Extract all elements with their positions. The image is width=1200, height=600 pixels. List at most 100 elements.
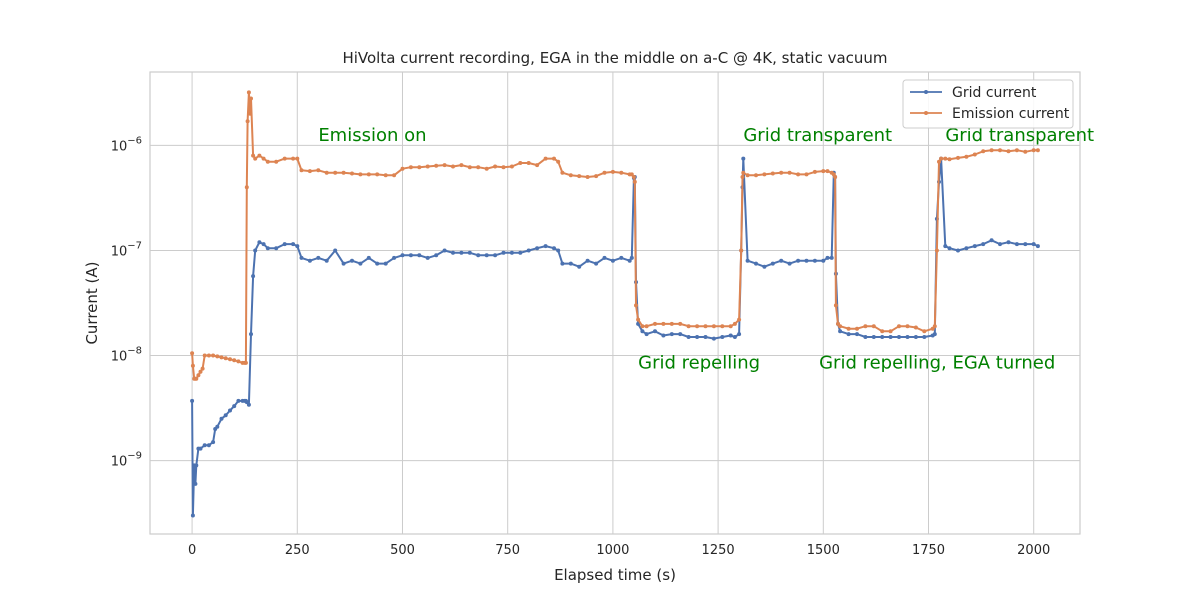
data-point-emission-current bbox=[741, 170, 746, 175]
data-point-emission-current bbox=[246, 90, 251, 95]
data-point-grid-current bbox=[568, 261, 573, 266]
data-point-grid-current bbox=[787, 261, 792, 266]
data-point-emission-current bbox=[922, 329, 927, 334]
data-point-grid-current bbox=[476, 253, 481, 258]
data-point-emission-current bbox=[737, 317, 742, 322]
data-point-emission-current bbox=[745, 173, 750, 178]
x-tick-label: 1250 bbox=[702, 543, 735, 558]
data-point-emission-current bbox=[937, 159, 941, 164]
data-point-emission-current bbox=[678, 321, 683, 326]
data-point-emission-current bbox=[932, 324, 937, 329]
data-point-emission-current bbox=[796, 172, 801, 177]
data-point-emission-current bbox=[998, 148, 1002, 153]
data-point-emission-current bbox=[913, 325, 918, 330]
data-point-emission-current bbox=[947, 157, 952, 162]
data-point-emission-current bbox=[383, 173, 388, 178]
data-point-grid-current bbox=[333, 248, 338, 253]
data-point-grid-current bbox=[459, 250, 464, 255]
data-point-grid-current bbox=[190, 398, 195, 403]
legend: Grid current Emission current bbox=[902, 79, 1074, 129]
data-point-emission-current bbox=[408, 165, 413, 170]
y-tick-label: 10−8 bbox=[111, 346, 142, 365]
data-point-grid-current bbox=[972, 244, 977, 249]
data-point-emission-current bbox=[552, 156, 556, 161]
data-point-emission-current bbox=[989, 148, 994, 153]
data-point-grid-current bbox=[695, 335, 700, 339]
data-point-emission-current bbox=[594, 174, 599, 179]
data-point-grid-current bbox=[737, 332, 742, 337]
data-point-emission-current bbox=[838, 324, 843, 329]
data-point-grid-current bbox=[261, 242, 266, 247]
series-layer bbox=[190, 90, 1040, 518]
data-point-emission-current bbox=[855, 326, 859, 331]
data-point-grid-current bbox=[943, 244, 948, 249]
x-tick-label: 1750 bbox=[912, 543, 945, 558]
data-point-grid-current bbox=[981, 242, 986, 247]
legend-marker-grid-current bbox=[924, 90, 928, 94]
data-point-emission-current bbox=[244, 185, 249, 190]
data-point-emission-current bbox=[223, 356, 228, 361]
data-point-emission-current bbox=[200, 366, 205, 371]
data-point-emission-current bbox=[274, 159, 279, 164]
data-point-emission-current bbox=[190, 363, 195, 368]
data-point-emission-current bbox=[194, 376, 199, 381]
data-point-grid-current bbox=[1014, 242, 1019, 247]
data-point-grid-current bbox=[779, 258, 784, 263]
data-point-emission-current bbox=[905, 324, 910, 329]
data-point-grid-current bbox=[324, 258, 329, 263]
data-point-grid-current bbox=[913, 335, 918, 339]
data-point-emission-current bbox=[375, 172, 380, 177]
data-point-grid-current bbox=[728, 333, 733, 338]
data-point-grid-current bbox=[211, 440, 216, 445]
data-point-emission-current bbox=[257, 153, 262, 158]
annotation-label: Grid repelling bbox=[638, 353, 760, 374]
data-point-grid-current bbox=[274, 246, 279, 251]
data-point-grid-current bbox=[198, 446, 203, 451]
data-point-emission-current bbox=[1035, 148, 1040, 153]
data-point-emission-current bbox=[762, 172, 767, 177]
data-point-grid-current bbox=[1006, 240, 1011, 245]
data-point-emission-current bbox=[602, 170, 607, 175]
data-point-emission-current bbox=[1031, 148, 1036, 153]
data-point-grid-current bbox=[653, 329, 657, 334]
data-point-emission-current bbox=[425, 164, 430, 169]
data-point-grid-current bbox=[796, 258, 801, 263]
data-point-grid-current bbox=[194, 463, 199, 468]
data-point-grid-current bbox=[383, 261, 388, 266]
data-point-grid-current bbox=[863, 335, 868, 339]
data-point-grid-current bbox=[223, 413, 228, 418]
data-point-emission-current bbox=[190, 351, 195, 356]
plot-background bbox=[150, 72, 1080, 534]
data-point-emission-current bbox=[358, 172, 363, 177]
x-axis-ticks: 0 250 500 750 1000 1250 1500 1750 2000 bbox=[188, 543, 1050, 558]
data-point-grid-current bbox=[577, 264, 582, 269]
legend-box bbox=[902, 79, 1074, 129]
data-point-grid-current bbox=[720, 335, 725, 339]
data-point-emission-current bbox=[307, 169, 312, 174]
data-point-emission-current bbox=[787, 170, 792, 175]
data-point-grid-current bbox=[762, 264, 767, 269]
x-tick-label: 2000 bbox=[1017, 543, 1050, 558]
data-point-grid-current bbox=[629, 255, 634, 260]
data-point-grid-current bbox=[417, 253, 422, 258]
data-point-grid-current bbox=[375, 261, 380, 266]
data-point-emission-current bbox=[434, 163, 439, 168]
data-point-emission-current bbox=[316, 168, 321, 173]
data-point-grid-current bbox=[880, 335, 885, 339]
data-point-grid-current bbox=[366, 255, 371, 260]
data-point-emission-current bbox=[740, 175, 745, 179]
data-point-grid-current bbox=[947, 246, 952, 251]
data-point-grid-current bbox=[888, 335, 893, 339]
legend-label-emission-current: Emission current bbox=[952, 106, 1070, 122]
data-point-grid-current bbox=[821, 258, 826, 263]
data-point-grid-current bbox=[745, 258, 750, 263]
data-point-emission-current bbox=[653, 321, 657, 326]
data-point-grid-current bbox=[307, 258, 312, 263]
x-tick-label: 750 bbox=[495, 543, 520, 558]
data-point-grid-current bbox=[543, 244, 548, 249]
data-point-grid-current bbox=[206, 443, 211, 448]
data-point-emission-current bbox=[846, 326, 851, 331]
y-tick-label: 10−6 bbox=[111, 135, 142, 154]
data-point-grid-current bbox=[678, 332, 683, 337]
